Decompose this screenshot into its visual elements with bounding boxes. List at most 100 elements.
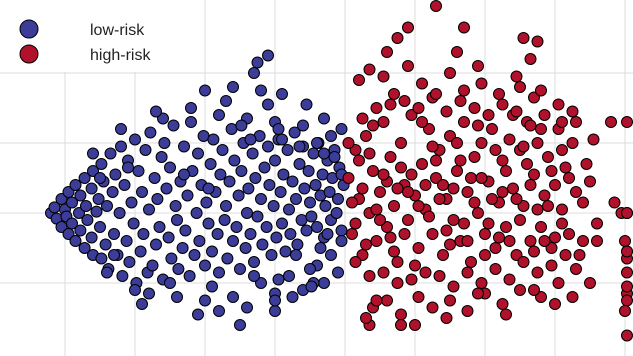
- low-risk-point-186: [241, 301, 253, 314]
- low-risk-point-15: [74, 224, 87, 237]
- high-risk-point-35: [465, 256, 477, 268]
- low-risk-point-39: [115, 140, 127, 153]
- low-risk-point-45: [125, 196, 138, 209]
- low-risk-point-231: [262, 49, 274, 62]
- high-risk-point-119: [468, 102, 481, 114]
- low-risk-point-41: [118, 179, 131, 191]
- high-risk-point-23: [423, 123, 435, 135]
- high-risk-point-161: [503, 235, 516, 247]
- high-risk-point-199: [517, 32, 530, 44]
- high-risk-point-46: [503, 133, 516, 146]
- high-risk-point-31: [451, 165, 463, 177]
- low-risk-point-65: [160, 182, 173, 195]
- low-risk-point-126: [267, 200, 280, 212]
- low-risk-point-112: [242, 182, 255, 195]
- low-risk-point-137: [286, 175, 299, 188]
- high-risk-point-70: [367, 119, 379, 132]
- high-risk-point-139: [349, 217, 362, 230]
- high-risk-point-50: [517, 200, 530, 212]
- high-risk-point-151: [433, 193, 446, 205]
- high-risk-point-141: [363, 147, 376, 160]
- high-risk-point-103: [356, 112, 369, 125]
- high-risk-point-74: [395, 161, 407, 174]
- low-risk-point-191: [136, 298, 148, 310]
- legend-marker-high-risk: [19, 44, 39, 64]
- low-risk-point-66: [162, 231, 175, 244]
- high-risk-point-84: [465, 172, 477, 184]
- high-risk-point-175: [444, 67, 456, 79]
- low-risk-point-139: [290, 193, 302, 205]
- high-risk-point-1: [346, 228, 358, 240]
- high-risk-point-216: [619, 305, 631, 317]
- low-risk-point-234: [235, 119, 248, 132]
- low-risk-point-220: [293, 140, 306, 153]
- low-risk-point-226: [321, 228, 334, 240]
- low-risk-point-61: [153, 221, 166, 233]
- high-risk-point-229: [591, 235, 603, 247]
- high-risk-point-52: [524, 235, 537, 247]
- high-risk-point-215: [621, 329, 633, 342]
- high-risk-point-155: [461, 235, 474, 247]
- high-risk-point-12: [384, 151, 397, 163]
- high-risk-point-218: [566, 291, 579, 303]
- high-risk-point-182: [381, 294, 393, 307]
- low-risk-point-222: [202, 182, 215, 195]
- low-risk-point-34: [106, 186, 119, 198]
- low-risk-point-81: [188, 249, 201, 261]
- high-risk-point-81: [444, 238, 456, 251]
- high-risk-point-30: [447, 214, 460, 226]
- high-risk-point-153: [447, 182, 460, 195]
- low-risk-point-144: [298, 182, 311, 195]
- low-risk-point-55: [143, 203, 155, 216]
- high-risk-point-73: [388, 245, 400, 258]
- high-risk-point-7: [367, 165, 379, 177]
- low-risk-point-185: [213, 305, 225, 317]
- low-risk-point-42: [120, 235, 133, 247]
- high-risk-point-170: [377, 70, 390, 83]
- high-risk-point-122: [489, 263, 502, 275]
- low-risk-point-205: [248, 270, 260, 282]
- low-risk-point-190: [150, 105, 162, 118]
- high-risk-point-88: [493, 231, 505, 244]
- low-risk-point-217: [335, 235, 348, 247]
- low-risk-point-174: [185, 102, 197, 114]
- low-risk-point-28: [95, 252, 108, 265]
- high-risk-point-37: [472, 207, 484, 219]
- high-risk-point-225: [360, 312, 372, 324]
- low-risk-point-40: [116, 270, 129, 282]
- high-risk-point-142: [370, 203, 383, 216]
- high-risk-point-27: [437, 249, 449, 261]
- low-risk-point-138: [288, 126, 301, 139]
- high-risk-point-233: [524, 53, 537, 65]
- low-risk-point-19: [81, 214, 94, 226]
- high-risk-point-24: [426, 228, 439, 240]
- high-risk-point-85: [472, 119, 484, 132]
- low-risk-point-114: [246, 147, 259, 160]
- high-risk-point-8: [370, 235, 383, 247]
- low-risk-point-215: [269, 305, 281, 317]
- high-risk-point-65: [570, 186, 582, 198]
- high-risk-point-123: [496, 98, 509, 111]
- high-risk-point-17: [402, 214, 414, 226]
- low-risk-point-117: [251, 210, 264, 223]
- high-risk-point-145: [391, 182, 404, 195]
- low-risk-point-194: [262, 98, 274, 111]
- high-risk-point-102: [349, 256, 362, 268]
- low-risk-point-200: [206, 280, 218, 293]
- high-risk-point-236: [472, 60, 484, 72]
- low-risk-point-26: [94, 221, 106, 233]
- low-risk-point-207: [314, 242, 327, 254]
- high-risk-point-112: [419, 266, 432, 279]
- low-risk-point-163: [332, 193, 344, 205]
- low-risk-point-169: [115, 123, 127, 135]
- low-risk-point-197: [318, 112, 330, 125]
- low-risk-point-71: [171, 214, 183, 226]
- high-risk-point-4: [356, 249, 369, 261]
- high-risk-point-164: [524, 179, 537, 191]
- high-risk-point-168: [353, 74, 365, 86]
- low-risk-point-24: [90, 205, 103, 218]
- high-risk-point-54: [531, 137, 544, 149]
- high-risk-point-162: [510, 193, 523, 205]
- low-risk-point-97: [216, 144, 229, 156]
- low-risk-point-167: [87, 147, 99, 160]
